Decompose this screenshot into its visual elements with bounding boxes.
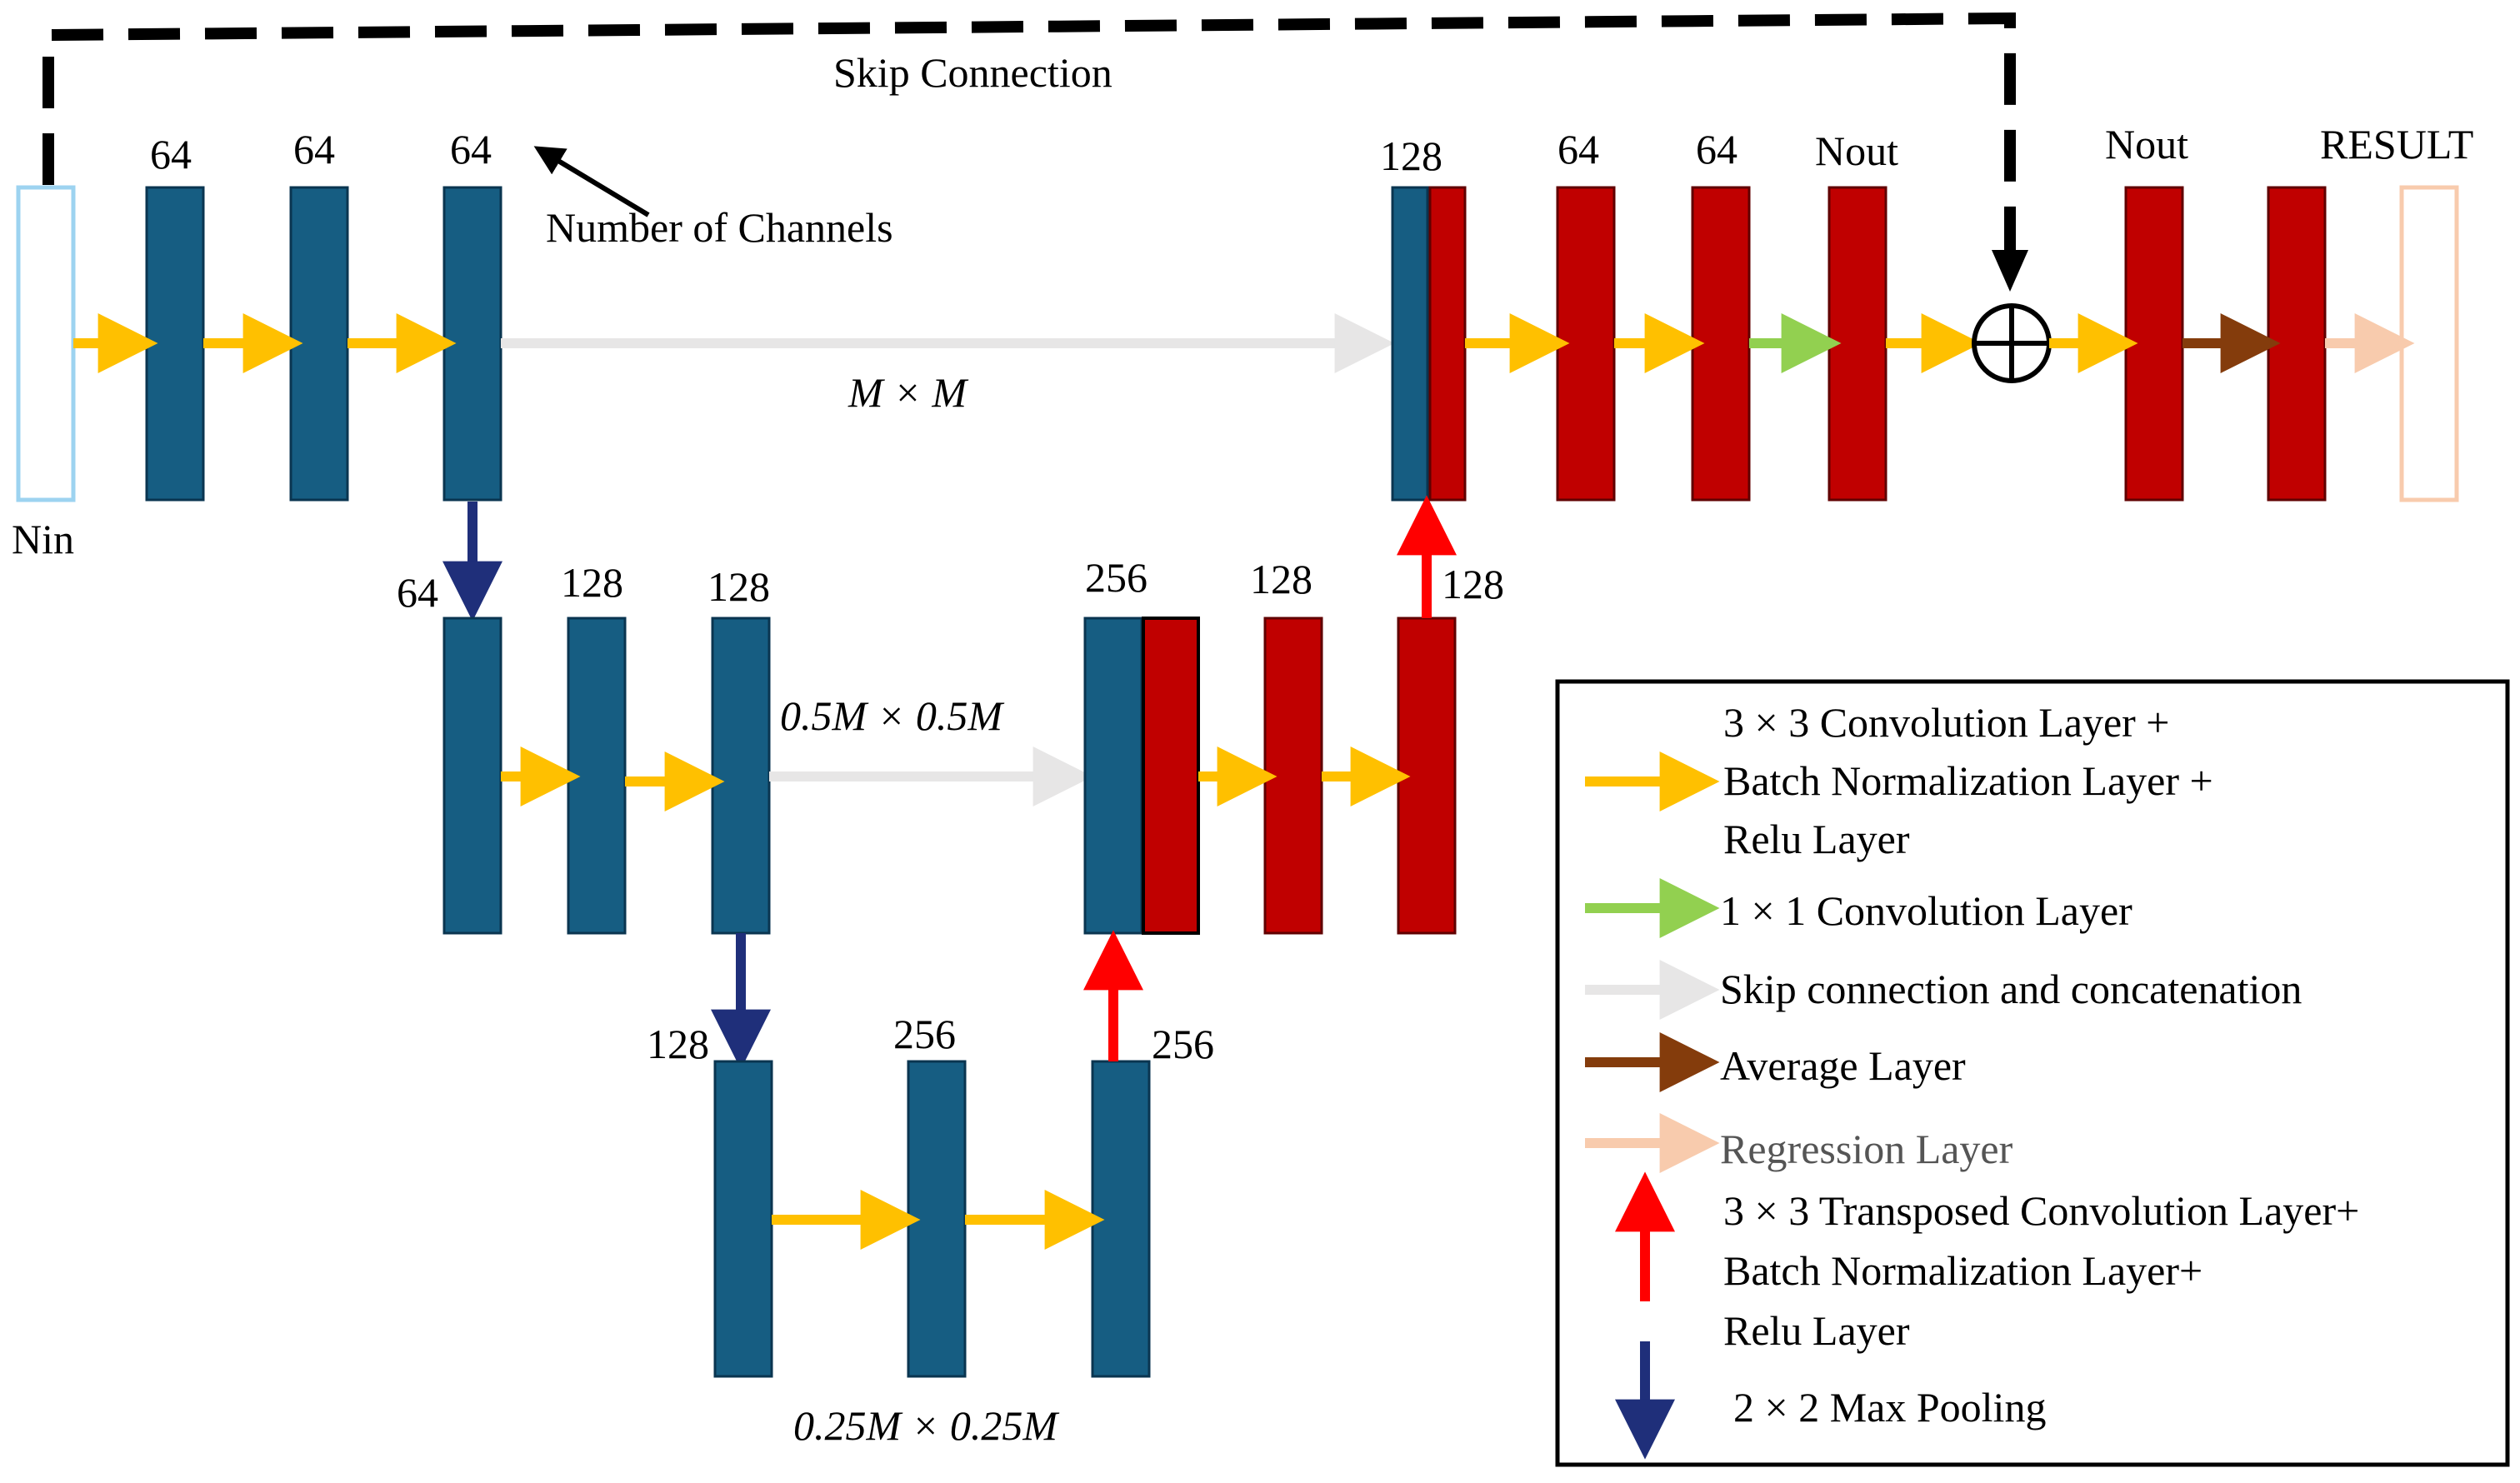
encoder-block-2-3 — [711, 617, 771, 935]
encoder-block-3-1 — [713, 1060, 773, 1378]
legend-conv1x1-label: 1 × 1 Convolution Layer — [1720, 887, 2132, 934]
decoder-concat-encoder-part-1 — [1391, 186, 1429, 502]
decoder-block-2-2 — [1263, 617, 1323, 935]
legend-conv-line1: 3 × 3 Convolution Layer + — [1723, 699, 2170, 746]
legend-maxpool-label: 2 × 2 Max Pooling — [1733, 1384, 2046, 1431]
channel-label-d2-concat: 256 — [1085, 554, 1148, 601]
channel-label-e1-1: 64 — [150, 131, 192, 177]
decoder-block-1-2 — [1556, 186, 1616, 502]
skip-connection-label: Skip Connection — [833, 49, 1112, 96]
channel-label-d1-3: 64 — [1696, 126, 1738, 172]
legend-tconv-line1: 3 × 3 Transposed Convolution Layer+ — [1723, 1187, 2359, 1234]
channel-label-d2-up: 128 — [1442, 561, 1504, 607]
channel-label-e1-3: 64 — [450, 126, 492, 172]
channel-label-d2-2: 128 — [1250, 556, 1312, 602]
legend-tconv-line3: Relu Layer — [1723, 1307, 1910, 1354]
encoder-block-2-2 — [567, 617, 627, 935]
skip-connection-dashed-line — [42, 12, 2016, 250]
legend-conv-line3: Relu Layer — [1723, 816, 1910, 862]
channel-label-e2-2: 128 — [708, 563, 770, 610]
size-label-level-1: M × M — [848, 369, 968, 416]
legend-regression-label: Regression Layer — [1720, 1126, 2013, 1172]
skip-connection-arrowhead — [1992, 250, 2028, 292]
decoder-concat-encoder-part-2 — [1083, 617, 1143, 935]
sum-node-icon — [1972, 303, 2052, 383]
decoder-concat-decoder-part-1 — [1428, 186, 1467, 502]
result-box — [2399, 185, 2459, 502]
channel-label-e3-up: 256 — [1152, 1021, 1214, 1067]
decoder-concat-decoder-part-2 — [1142, 617, 1200, 935]
encoder-block-1-2 — [289, 186, 349, 502]
channel-label-d1-concat: 128 — [1380, 132, 1442, 179]
channel-label-d1-sum: Nout — [2105, 121, 2188, 167]
size-label-level-3: 0.25M × 0.25M — [793, 1402, 1059, 1449]
channel-label-e3-1: 256 — [893, 1011, 956, 1057]
input-label: Nin — [12, 516, 74, 562]
annotation-pointer-arrow — [533, 146, 650, 217]
legend-average-label: Average Layer — [1720, 1042, 1966, 1089]
encoder-block-1-1 — [145, 186, 205, 502]
channel-label-d1-out: Nout — [1815, 127, 1898, 174]
annotation-label: Number of Channels — [546, 204, 893, 251]
legend-skip-label: Skip connection and concatenation — [1720, 966, 2302, 1012]
channel-label-e2-1: 128 — [561, 559, 623, 606]
legend-tconv-line2: Batch Normalization Layer+ — [1723, 1247, 2202, 1294]
decoder-block-2-up — [1397, 617, 1457, 935]
encoder-block-1-3 — [442, 186, 502, 502]
encoder-block-3-2 — [907, 1060, 967, 1378]
legend-conv-line2: Batch Normalization Layer + — [1723, 757, 2213, 804]
size-label-level-2: 0.5M × 0.5M — [780, 692, 1004, 739]
channel-label-e1-2: 64 — [293, 126, 335, 172]
decoder-block-1-3 — [1691, 186, 1751, 502]
input-box — [16, 185, 76, 502]
channel-label-e3-pool: 128 — [647, 1021, 709, 1067]
channel-label-d1-2: 64 — [1558, 126, 1599, 172]
encoder-block-2-1 — [442, 617, 502, 935]
decoder-block-1-sum — [2124, 186, 2184, 502]
encoder-block-3-3 — [1091, 1060, 1151, 1378]
decoder-block-1-avg — [2267, 186, 2327, 502]
result-label: RESULT — [2320, 121, 2473, 167]
decoder-block-1-out — [1828, 186, 1888, 502]
channel-label-e2-pool: 64 — [397, 569, 438, 616]
legend: 3 × 3 Convolution Layer + Batch Normaliz… — [1555, 679, 2510, 1467]
